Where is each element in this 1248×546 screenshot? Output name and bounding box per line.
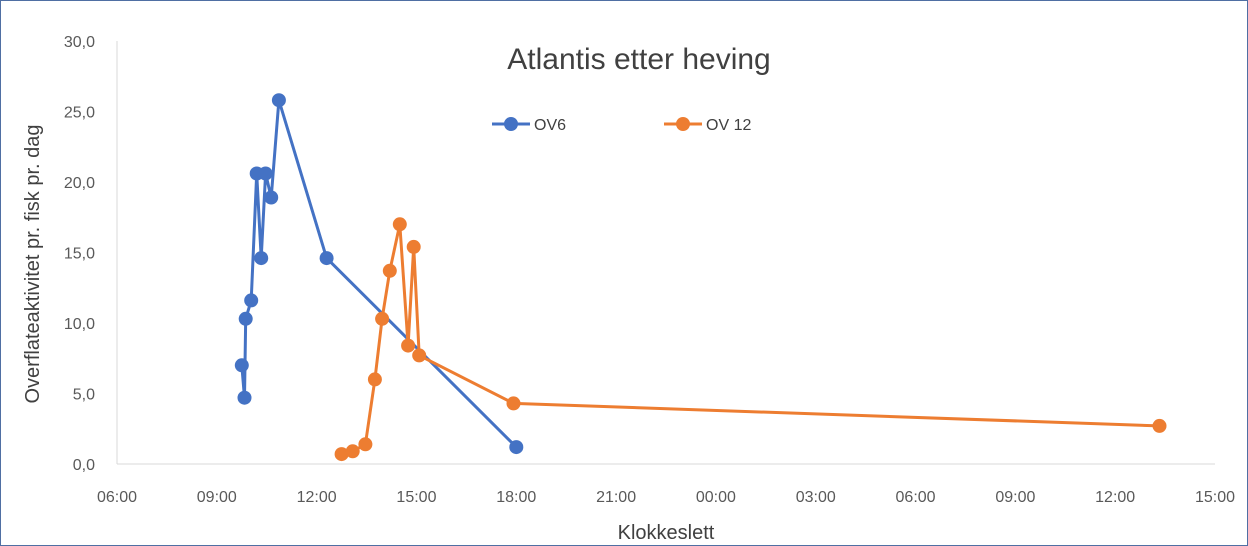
data-point-ov12 [401,338,416,353]
data-point-ov6 [264,190,279,205]
data-point-ov6 [237,390,252,405]
data-point-ov6 [509,440,524,455]
chart-title: Atlantis etter heving [507,43,770,76]
x-tick-label: 18:00 [496,489,536,506]
series-line-ov12 [341,222,1160,456]
y-tick-label: 10,0 [64,316,95,333]
y-axis-title: Overflateaktivitet pr. fisk pr. dag [22,124,44,403]
data-point-ov6 [319,251,334,266]
y-tick-label: 0,0 [73,457,95,474]
data-point-ov12 [1152,418,1167,433]
legend-item-ov12: OV 12 [664,117,751,134]
legend-label-ov6: OV6 [534,117,566,134]
data-point-ov12 [334,447,349,462]
x-tick-label: 06:00 [97,489,137,506]
data-point-ov6 [258,166,273,181]
x-tick-label: 15:00 [396,489,436,506]
y-tick-label: 5,0 [73,387,95,404]
x-tick-label: 03:00 [796,489,836,506]
data-point-ov12 [506,396,521,411]
legend-label-ov12: OV 12 [706,117,751,134]
data-point-ov6 [244,293,259,308]
x-axis-ticks: 06:00 09:00 12:00 15:00 18:00 21:00 00:00 03:00… [97,489,1235,506]
x-tick-label: 06:00 [896,489,936,506]
legend-marker-ov12 [676,117,690,131]
data-point-ov6 [234,358,249,373]
data-point-ov6 [238,311,253,326]
legend-marker-ov6 [504,117,518,131]
x-tick-label: 09:00 [995,489,1035,506]
data-point-ov12 [382,263,397,278]
y-tick-label: 25,0 [64,105,95,122]
series-ov6 [234,93,524,455]
legend: OV6 OV 12 [492,117,751,134]
data-point-ov12 [375,311,390,326]
data-point-ov12 [406,239,421,254]
x-tick-label: 12:00 [1095,489,1135,506]
series-ov12 [334,217,1167,462]
y-tick-label: 30,0 [64,34,95,51]
x-tick-label: 00:00 [696,489,736,506]
y-tick-label: 15,0 [64,246,95,263]
data-point-ov6 [271,93,286,108]
data-point-ov12 [392,217,407,232]
y-axis-ticks: 0,0 5,0 10,0 15,0 20,0 25,0 30,0 [64,34,95,474]
legend-item-ov6: OV6 [492,117,566,134]
data-point-ov6 [254,251,269,266]
x-tick-label: 12:00 [297,489,337,506]
series-layer [234,93,1167,462]
data-point-ov12 [358,437,373,452]
data-point-ov12 [345,444,360,459]
x-axis-title: Klokkeslett [618,522,715,544]
x-tick-label: 21:00 [596,489,636,506]
x-tick-label: 09:00 [197,489,237,506]
series-line-ov6 [240,98,518,449]
data-point-ov12 [412,348,427,363]
y-tick-label: 20,0 [64,175,95,192]
data-point-ov12 [367,372,382,387]
x-tick-label: 15:00 [1195,489,1235,506]
